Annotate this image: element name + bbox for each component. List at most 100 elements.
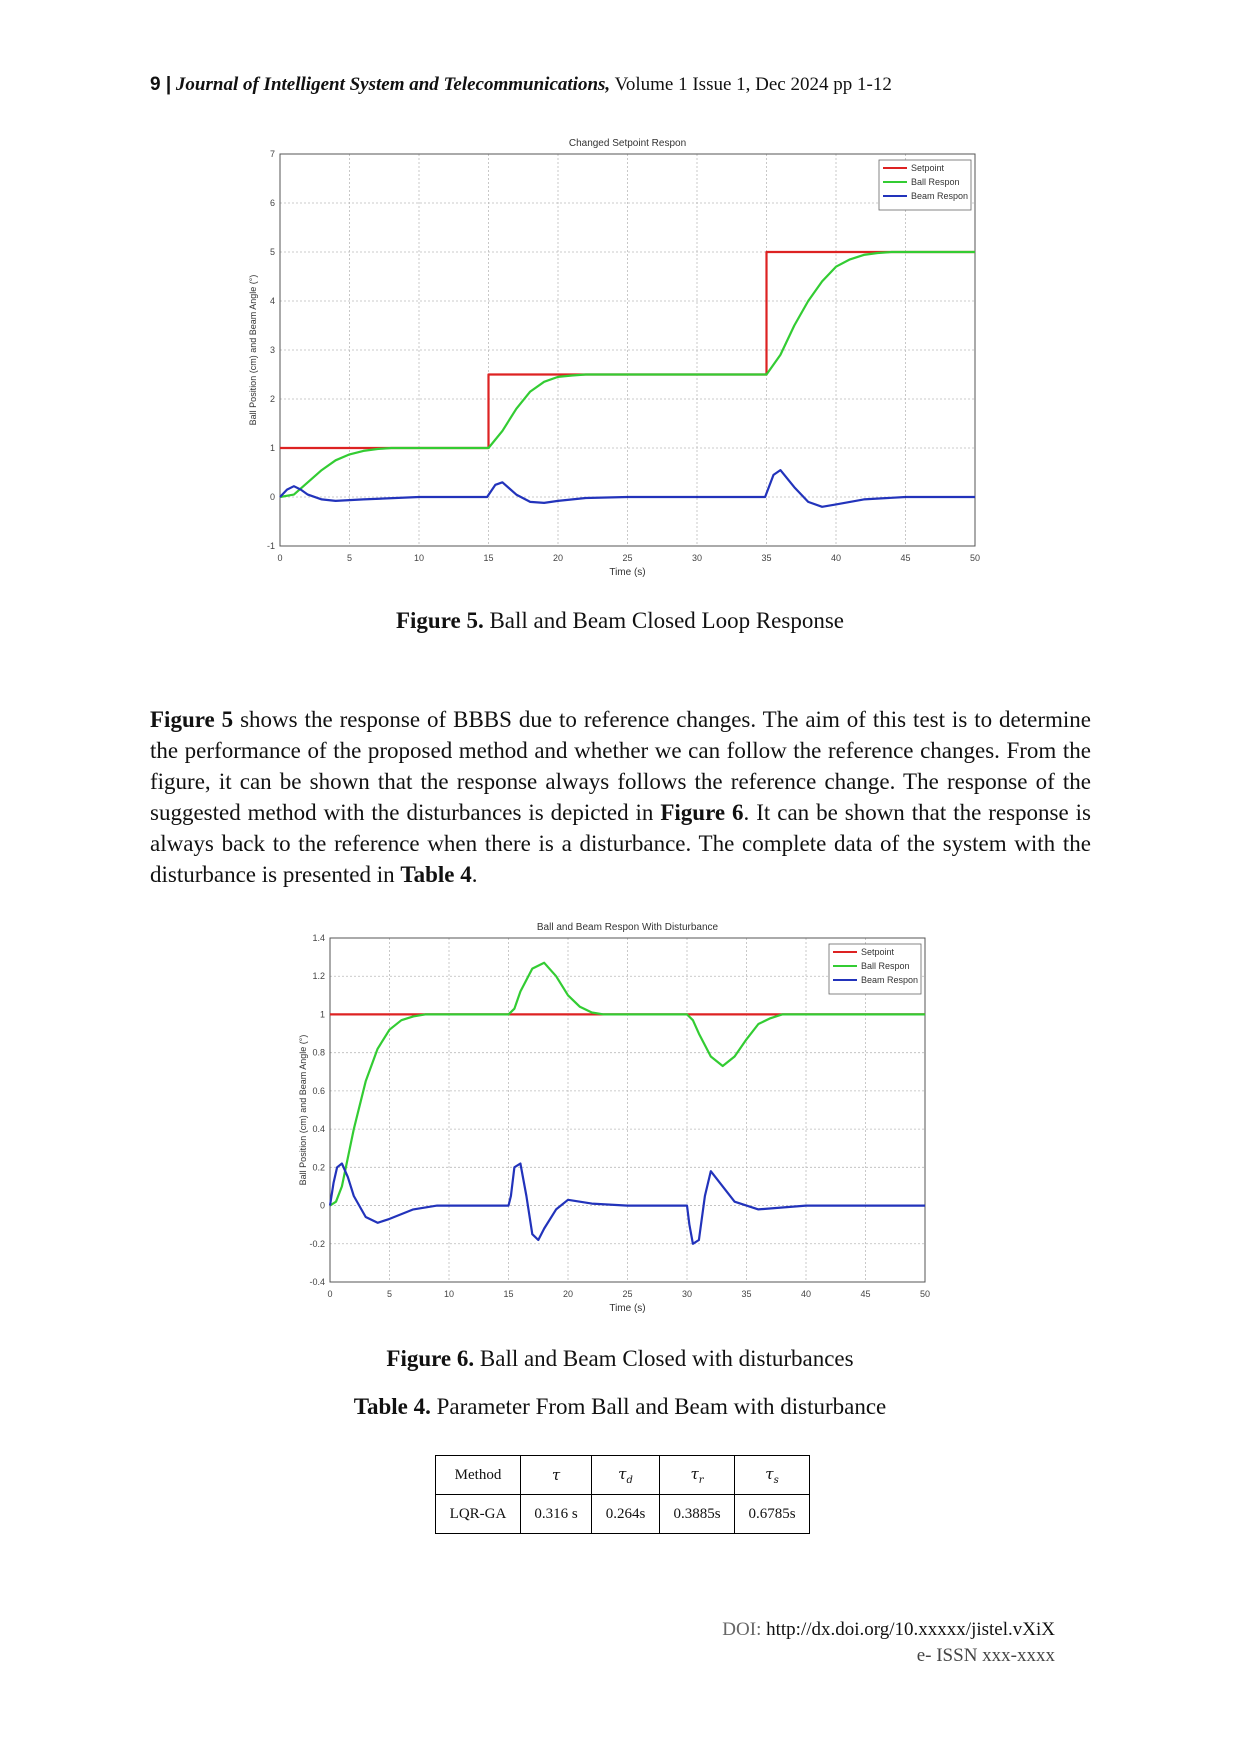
x-tick-label: 35 — [761, 553, 771, 563]
x-tick-label: 15 — [503, 1289, 513, 1299]
issue-info: Volume 1 Issue 1, Dec 2024 pp 1-12 — [614, 74, 892, 95]
x-tick-label: 45 — [900, 553, 910, 563]
x-tick-label: 10 — [444, 1289, 454, 1299]
journal-name: Journal of Intelligent System and Teleco… — [175, 74, 611, 95]
legend-label: Beam Respon — [861, 975, 918, 985]
doi-label: DOI: — [722, 1619, 762, 1640]
ref-table-4: Table 4 — [400, 862, 472, 887]
figure-6-caption-label: Figure 6. — [386, 1346, 475, 1371]
series-line-beam-respon — [279, 469, 975, 508]
x-tick-label: 25 — [622, 1289, 632, 1299]
series-line-ball-respon — [329, 961, 925, 1207]
cell-tau-s: 0.6785s — [734, 1494, 810, 1534]
table-header-row: Method τ τd τr τs — [435, 1455, 810, 1495]
x-tick-label: 50 — [970, 553, 980, 563]
y-tick-label: -0.4 — [309, 1277, 325, 1287]
figure-6-caption: Figure 6. Ball and Beam Closed with dist… — [0, 1346, 1240, 1372]
cell-method: LQR-GA — [435, 1494, 521, 1534]
page-footer: DOI: http://dx.doi.org/10.xxxxx/jistel.v… — [722, 1617, 1055, 1669]
body-paragraph: Figure 5 shows the response of BBBS due … — [150, 704, 1091, 890]
legend-label: Setpoint — [861, 947, 895, 957]
doi-line: DOI: http://dx.doi.org/10.xxxxx/jistel.v… — [722, 1617, 1055, 1643]
x-tick-label: 20 — [553, 553, 563, 563]
y-tick-label: 0.4 — [312, 1124, 325, 1134]
y-tick-label: 7 — [270, 149, 275, 159]
legend-label: Ball Respon — [861, 961, 910, 971]
page-header: 9 | Journal of Intelligent System and Te… — [150, 74, 892, 96]
legend-label: Ball Respon — [911, 177, 960, 187]
y-tick-label: 0.2 — [312, 1162, 325, 1172]
y-tick-label: 6 — [270, 198, 275, 208]
y-tick-label: 0 — [320, 1201, 325, 1211]
x-tick-label: 0 — [277, 553, 282, 563]
x-tick-label: 40 — [801, 1289, 811, 1299]
page-number: 9 | — [150, 74, 172, 95]
legend-label: Beam Respon — [911, 191, 968, 201]
paragraph-text-3: . — [471, 862, 478, 887]
y-axis-label: Ball Position (cm) and Beam Angle (°) — [298, 1035, 308, 1186]
x-tick-label: 30 — [682, 1289, 692, 1299]
figure-5-caption-text: Ball and Beam Closed Loop Response — [489, 608, 845, 633]
paragraph-text-2: . It can be shown that the response is a… — [150, 800, 1091, 887]
header-method: Method — [435, 1455, 521, 1495]
plot-frame — [329, 937, 926, 1283]
y-tick-label: 3 — [270, 345, 275, 355]
figure-5-caption: Figure 5. Ball and Beam Closed Loop Resp… — [0, 608, 1240, 634]
x-tick-label: 5 — [347, 553, 352, 563]
y-tick-label: 2 — [270, 394, 275, 404]
x-axis-label: Time (s) — [609, 567, 645, 578]
y-tick-label: -1 — [267, 541, 275, 551]
header-tau-d: τd — [591, 1455, 660, 1495]
y-tick-label: 1.2 — [312, 971, 325, 981]
y-tick-label: 5 — [270, 247, 275, 257]
y-tick-label: -0.2 — [309, 1239, 325, 1249]
y-tick-label: 1 — [320, 1009, 325, 1019]
paragraph-text-1: shows the response of BBBS due to refere… — [150, 707, 1091, 825]
y-tick-label: 0 — [270, 492, 275, 502]
cell-tau: 0.316 s — [520, 1494, 592, 1534]
table-row: LQR-GA 0.316 s 0.264s 0.3885s 0.6785s — [435, 1494, 810, 1534]
x-tick-label: 10 — [414, 553, 424, 563]
series-line-ball-respon — [279, 250, 975, 499]
figure-6-chart: 0 5 10 15 20 25 30 35 40 45 50 -0.4 -0.2 0 0.2 0.4 0.6 0.… — [290, 916, 950, 1326]
x-tick-label: 50 — [920, 1289, 930, 1299]
chart-title: Changed Setpoint Respon — [569, 138, 686, 149]
header-tau-r: τr — [659, 1455, 735, 1495]
figure-6-svg: 0 5 10 15 20 25 30 35 40 45 50 -0.4 -0.2 0 0.2 0.4 0.6 0.… — [298, 922, 930, 1314]
table-4-caption: Table 4. Parameter From Ball and Beam wi… — [0, 1394, 1240, 1420]
x-tick-label: 20 — [563, 1289, 573, 1299]
y-tick-label: 0.8 — [312, 1048, 325, 1058]
ref-figure-5: Figure 5 — [150, 707, 234, 732]
legend-label: Setpoint — [911, 163, 945, 173]
figure-5-caption-label: Figure 5. — [395, 608, 484, 633]
x-tick-label: 0 — [327, 1289, 332, 1299]
x-tick-label: 5 — [387, 1289, 392, 1299]
figure-5-chart: 0 5 10 15 20 25 30 35 40 45 50 -1 0 1 2 3 4 5 6 7 Changed Se… — [240, 128, 1000, 588]
table-4-caption-label: Table 4. — [353, 1394, 431, 1419]
y-tick-label: 4 — [270, 296, 275, 306]
x-tick-label: 15 — [483, 553, 493, 563]
x-tick-label: 35 — [741, 1289, 751, 1299]
figure-6-caption-text: Ball and Beam Closed with disturbances — [479, 1346, 854, 1371]
y-tick-label: 1 — [270, 443, 275, 453]
ref-figure-6: Figure 6 — [660, 800, 744, 825]
cell-tau-r: 0.3885s — [659, 1494, 735, 1534]
x-tick-label: 45 — [860, 1289, 870, 1299]
plot-frame — [279, 153, 976, 547]
header-tau: τ — [520, 1455, 592, 1495]
y-axis-label: Ball Position (cm) and Beam Angle (°) — [248, 275, 258, 426]
x-tick-label: 30 — [692, 553, 702, 563]
x-axis-label: Time (s) — [609, 1303, 645, 1314]
y-tick-label: 0.6 — [312, 1086, 325, 1096]
issn: e- ISSN xxx-xxxx — [916, 1645, 1055, 1666]
cell-tau-d: 0.264s — [591, 1494, 660, 1534]
doi-link[interactable]: http://dx.doi.org/10.xxxxx/jistel.vXiX — [766, 1619, 1055, 1640]
chart-title: Ball and Beam Respon With Disturbance — [537, 922, 719, 933]
header-tau-s: τs — [734, 1455, 810, 1495]
series-line-beam-respon — [328, 1162, 925, 1245]
x-tick-label: 25 — [622, 553, 632, 563]
parameter-table: Method τ τd τr τs LQR-GA 0.316 s 0.264s … — [435, 1455, 810, 1534]
table-4-caption-text: Parameter From Ball and Beam with distur… — [436, 1394, 887, 1419]
x-tick-label: 40 — [831, 553, 841, 563]
